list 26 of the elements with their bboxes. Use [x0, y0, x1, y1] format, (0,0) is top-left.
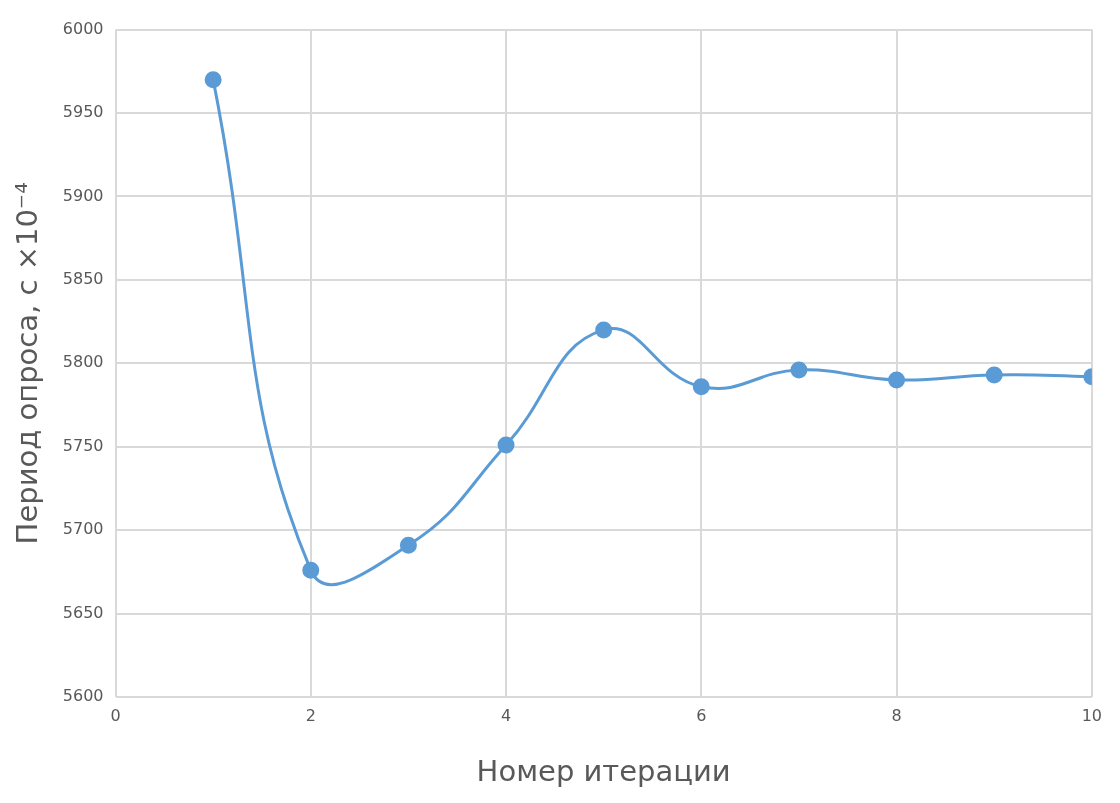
y-tick-label: 5750: [62, 435, 104, 455]
point: [497, 436, 515, 454]
point: [790, 361, 808, 379]
point: [302, 561, 320, 579]
point: [888, 371, 906, 389]
y-tick-label: 5900: [62, 185, 104, 205]
y-axis-title: Период опроса, с ×10⁻⁴: [9, 182, 44, 545]
x-tick-label: 6: [696, 705, 707, 725]
point: [204, 71, 222, 89]
x-axis-title: Номер итерации: [476, 754, 731, 789]
y-tick-label: 5650: [62, 602, 104, 622]
point: [595, 321, 613, 339]
point: [692, 378, 710, 396]
point: [399, 536, 417, 554]
y-tick-label: 5850: [62, 269, 104, 289]
y-tick-label: 5800: [62, 352, 104, 372]
y-tick-label: 5600: [62, 686, 104, 706]
x-tick-label: 0: [110, 705, 121, 725]
x-tick-label: 2: [305, 705, 316, 725]
y-tick-label: 5700: [62, 519, 104, 539]
x-tick-label: 10: [1081, 705, 1102, 725]
x-tick-label: 8: [891, 705, 902, 725]
y-tick-label: 5950: [62, 102, 104, 122]
y-tick-label: 6000: [62, 18, 104, 38]
point: [985, 366, 1003, 384]
x-tick-label: 4: [500, 705, 512, 725]
